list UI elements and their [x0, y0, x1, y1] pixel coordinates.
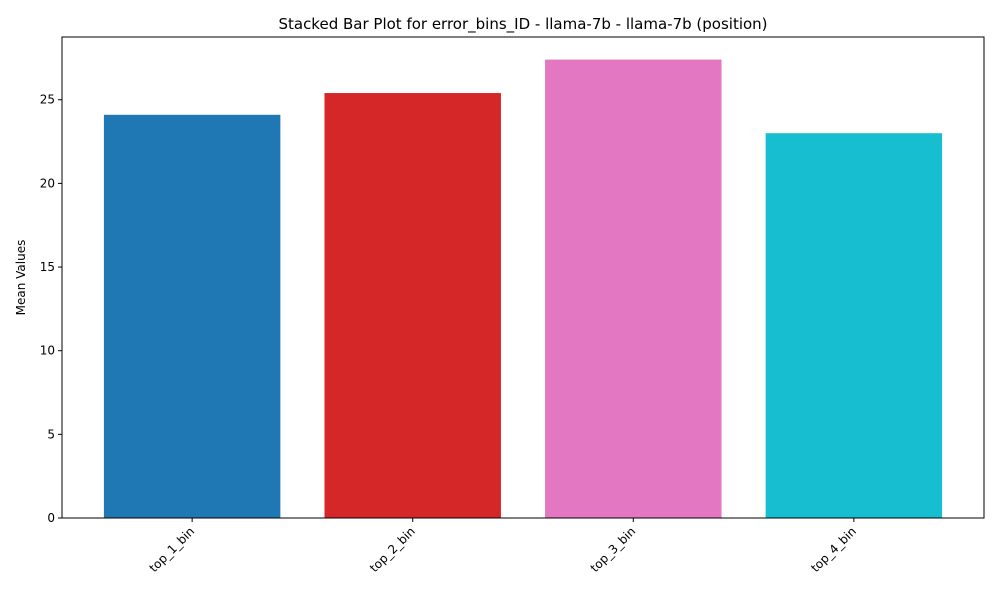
y-tick-label: 25 — [40, 93, 55, 107]
y-axis: 0 5 10 15 20 25 — [40, 93, 62, 525]
y-tick-label: 0 — [47, 511, 55, 525]
bar-top_3_bin — [545, 59, 722, 518]
x-tick-label: top_2_bin — [367, 524, 418, 575]
bars-layer — [103, 59, 943, 519]
chart-title: Stacked Bar Plot for error_bins_ID - lla… — [278, 15, 767, 34]
y-tick-label: 15 — [40, 260, 55, 274]
x-tick-label: top_1_bin — [146, 524, 197, 575]
y-tick-label: 5 — [47, 427, 55, 441]
x-axis: top_1_bin top_2_bin top_3_bin top_4_bin — [146, 518, 859, 575]
bar-top_2_bin — [324, 93, 501, 518]
bar-top_4_bin — [765, 133, 943, 518]
y-tick-label: 20 — [40, 176, 55, 190]
y-axis-label: Mean Values — [14, 240, 28, 316]
x-tick-label: top_4_bin — [808, 524, 859, 575]
x-tick-label: top_3_bin — [588, 524, 639, 575]
plot-frame — [61, 36, 985, 519]
bar-top_1_bin — [103, 114, 281, 519]
y-tick-label: 10 — [40, 344, 55, 358]
